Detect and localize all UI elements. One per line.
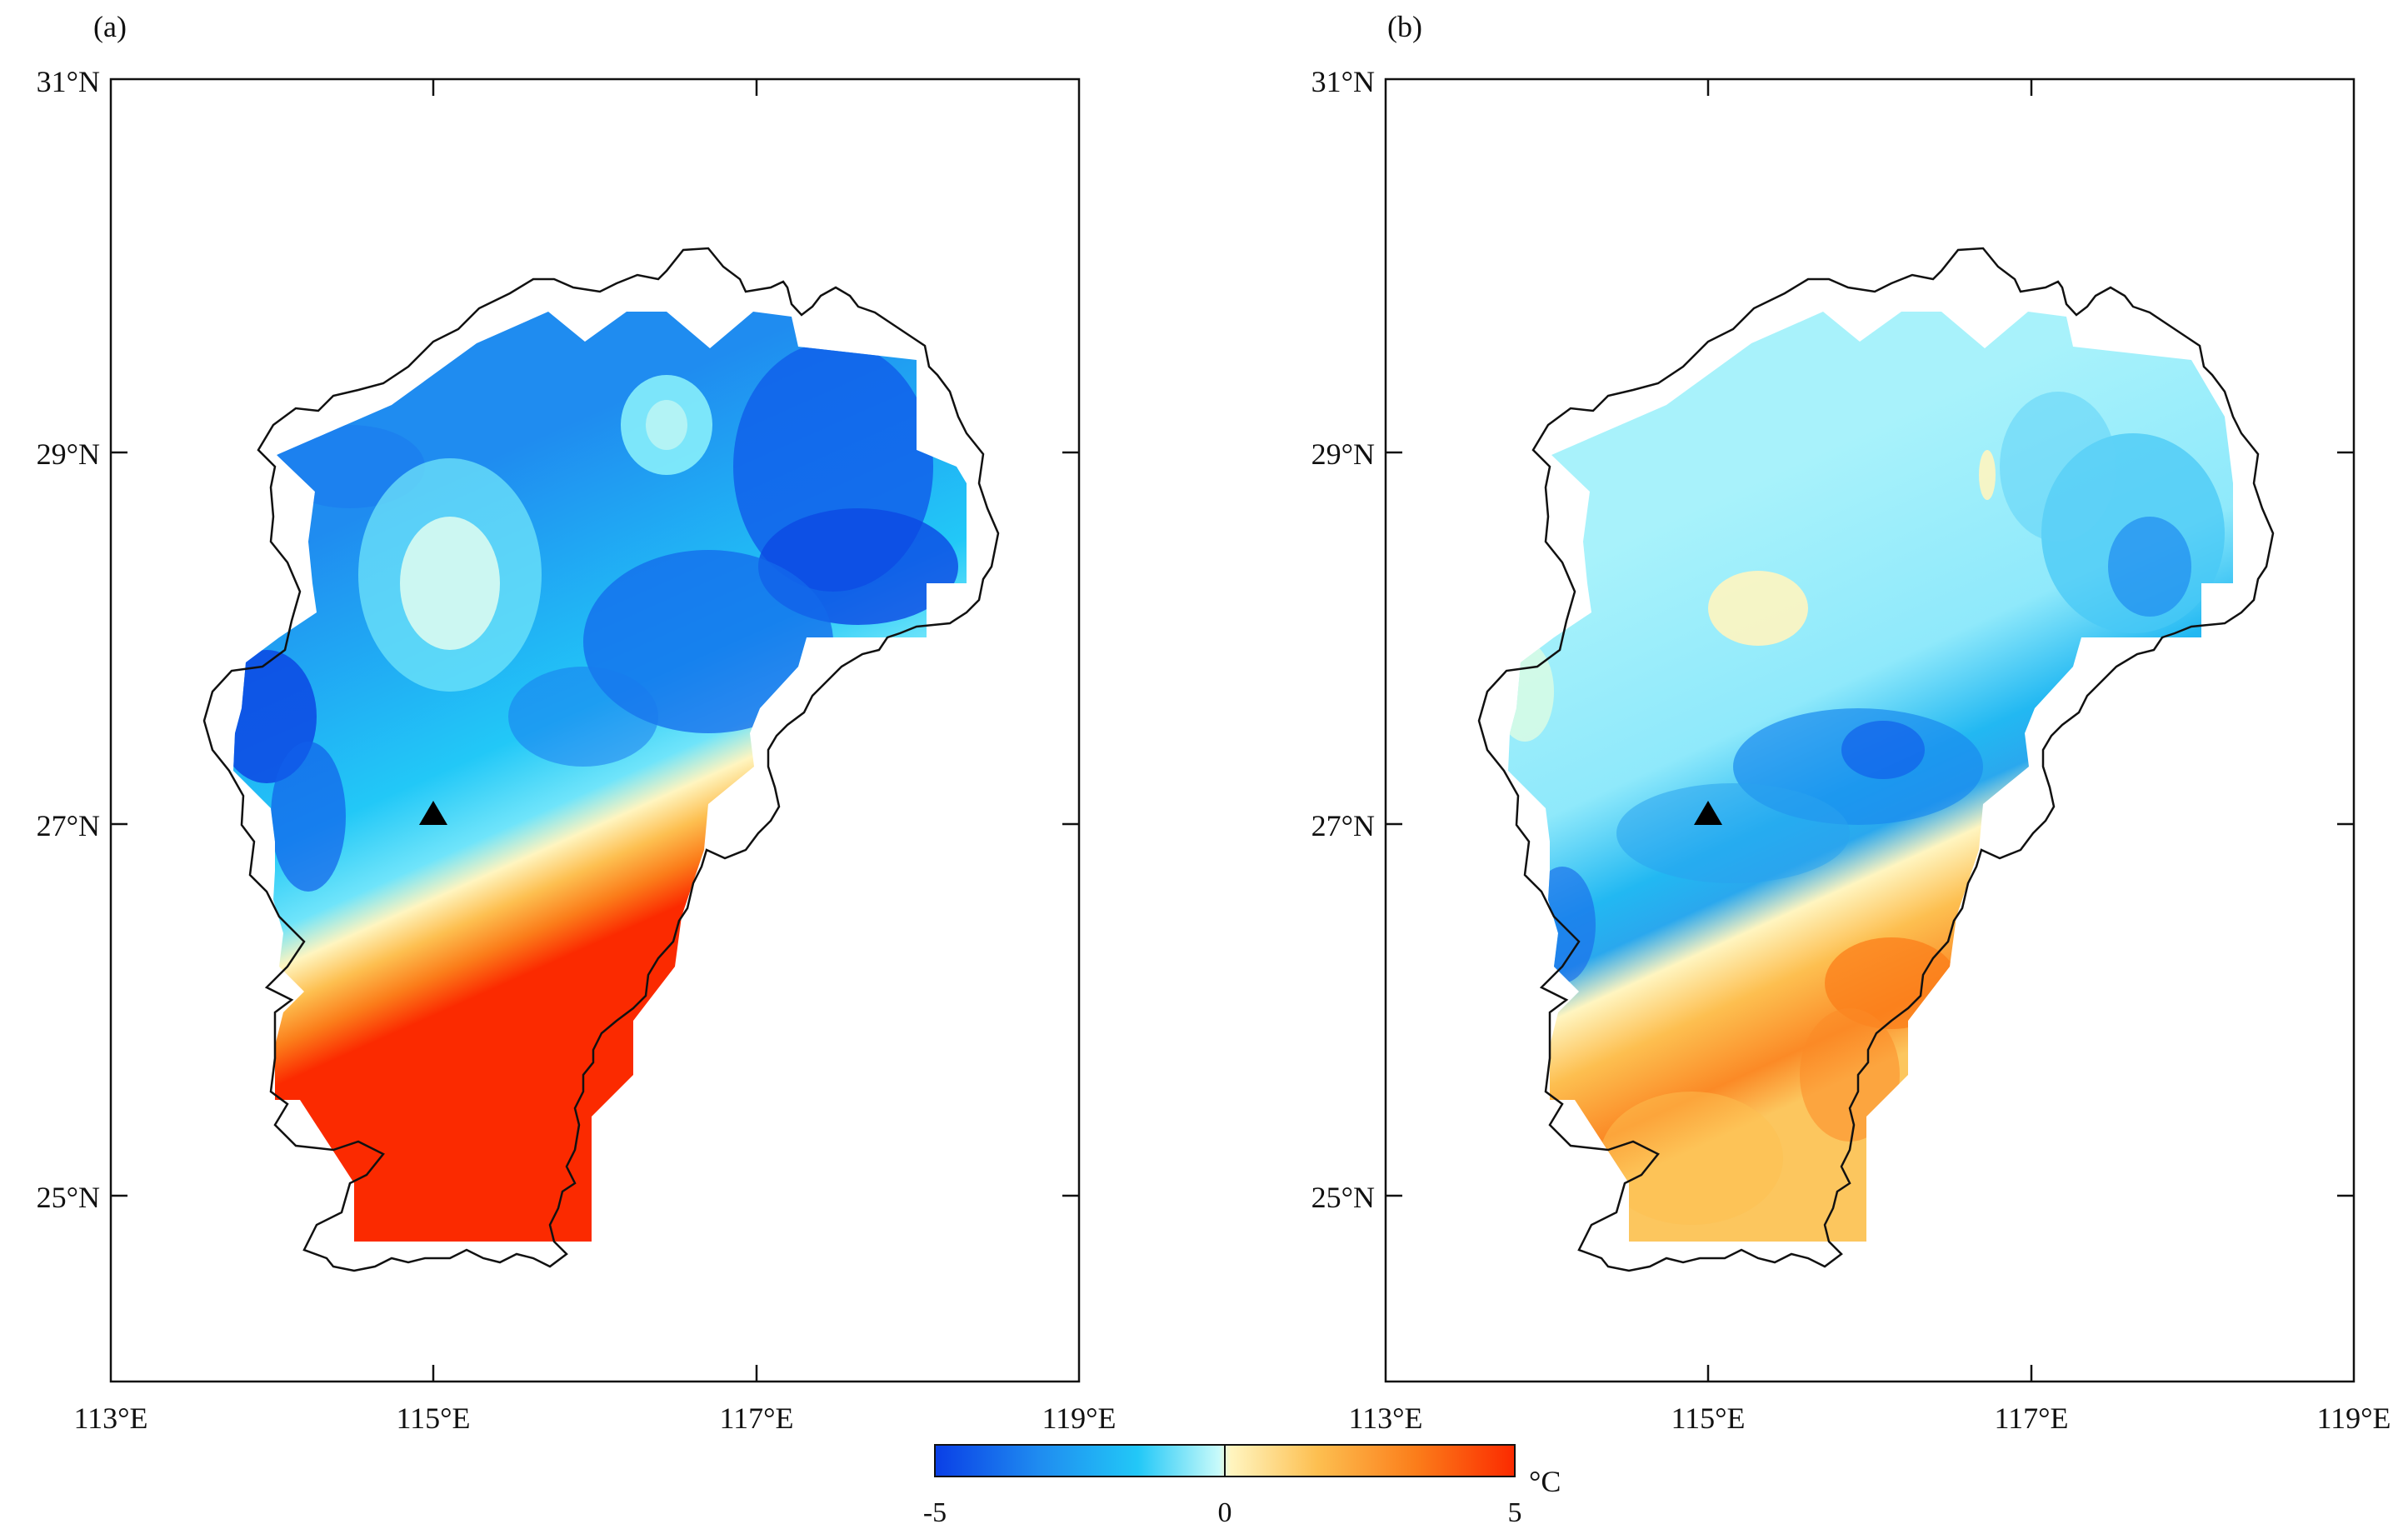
tick-marks	[111, 79, 1079, 1382]
anomaly-field	[233, 312, 967, 1242]
x-tick-label: 119°E	[1042, 1402, 1116, 1435]
panel-a: (a)	[37, 10, 1117, 1435]
colorbar-unit: °C	[1529, 1465, 1561, 1498]
colorbar-mid-label: 0	[1218, 1497, 1232, 1528]
x-tick-label: 117°E	[719, 1402, 793, 1435]
colorbar-max-label: 5	[1508, 1497, 1522, 1528]
y-tick-label: 27°N	[37, 809, 100, 842]
x-tick-label: 117°E	[1994, 1402, 2068, 1435]
x-tick-label: 113°E	[73, 1402, 147, 1435]
x-tick-label: 115°E	[396, 1402, 470, 1435]
x-tick-label: 113°E	[1348, 1402, 1422, 1435]
y-tick-label: 29°N	[37, 437, 100, 471]
x-tick-label: 115°E	[1671, 1402, 1745, 1435]
map-frame	[109, 77, 1081, 1383]
panel-b: (b)	[1311, 10, 2391, 1435]
station-triangle-icon	[419, 801, 447, 825]
x-tick-label: 119°E	[2316, 1402, 2391, 1435]
tick-marks	[1386, 79, 2354, 1382]
colorbar: -5 0 5 °C	[923, 1444, 1561, 1528]
y-tick-label: 31°N	[1311, 65, 1375, 98]
y-tick-label: 29°N	[1311, 437, 1375, 471]
y-tick-label: 27°N	[1311, 809, 1375, 842]
map-frame	[1384, 77, 2356, 1383]
y-tick-label: 31°N	[37, 65, 100, 98]
anomaly-field	[1508, 312, 2233, 1242]
colorbar-min-label: -5	[923, 1497, 947, 1528]
station-triangle-icon	[1694, 801, 1722, 825]
y-tick-label: 25°N	[1311, 1181, 1375, 1214]
panel-label: (a)	[93, 10, 127, 43]
panel-label: (b)	[1387, 10, 1422, 43]
y-tick-label: 25°N	[37, 1181, 100, 1214]
